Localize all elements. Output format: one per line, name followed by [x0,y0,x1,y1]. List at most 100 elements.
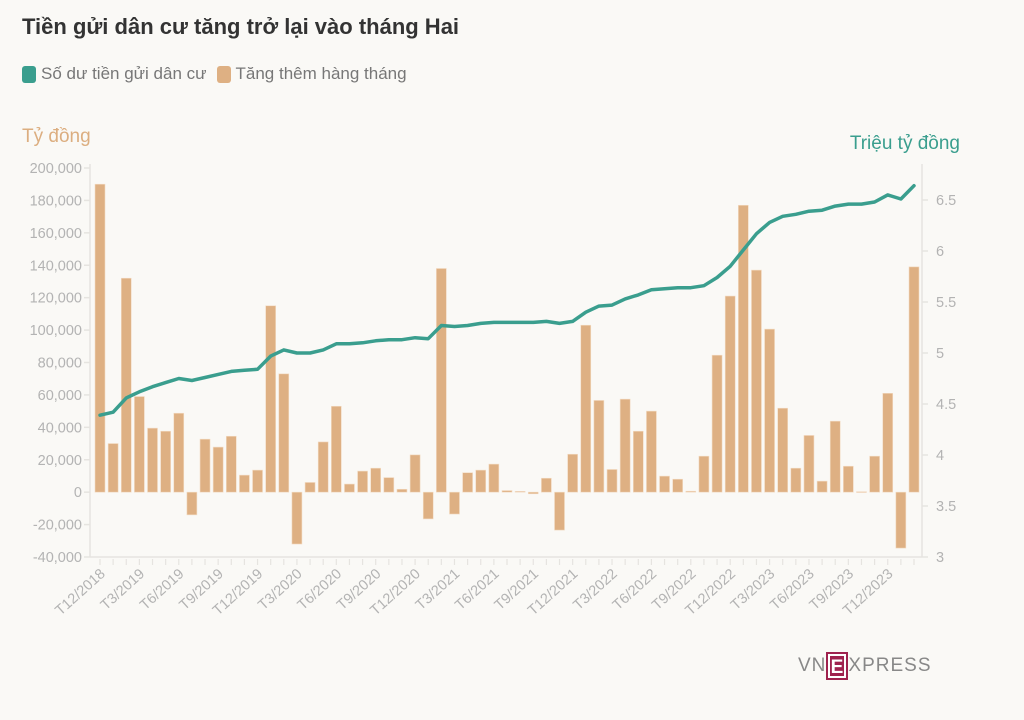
bar [895,491,907,549]
y-tick-label-left: 140,000 [30,258,82,274]
bar [422,491,434,520]
bar [199,438,211,493]
y-tick-label-left: 40,000 [38,420,82,436]
bar [383,477,395,493]
x-tick-label: T12/2018 [52,566,108,619]
bar [370,467,382,493]
bar [685,490,697,493]
bar [843,465,854,493]
chart-title: Tiền gửi dân cư tăng trở lại vào tháng H… [22,14,460,39]
bar [672,478,683,493]
logo-suffix: XPRESS [848,655,932,676]
bar [501,490,513,493]
bar [580,324,592,493]
bar [632,430,644,493]
vnexpress-logo: VN E XPRESS [798,653,932,679]
y-axis-left-label: Tỷ đồng [22,126,91,147]
bar [120,277,132,493]
bar [764,328,775,493]
bar [908,266,920,493]
bar [436,268,447,493]
bar [357,470,368,493]
legend-item-balance: Số dư tiền gửi dân cư [22,64,207,84]
line-series [98,183,916,417]
y-tick-label-right: 4 [936,448,944,464]
bar [541,477,552,493]
logo-prefix: VN [798,655,827,676]
bar [212,446,224,493]
bar [619,398,631,493]
bar [724,295,736,493]
legend-item-monthly-increase: Tăng thêm hàng tháng [216,64,407,84]
bar [462,472,473,493]
y-tick-label-right: 3 [936,550,944,566]
legend: Số dư tiền gửi dân cư Tăng thêm hàng thá… [22,64,417,84]
x-axis-labels: T12/2018T3/2019T6/2019T9/2019T12/2019T3/… [52,566,896,619]
bar [94,183,106,493]
bar [803,435,815,493]
y-tick-label-right: 4.5 [936,397,956,413]
bar [186,491,198,516]
y-tick-label-right: 3.5 [936,499,956,515]
bar [593,400,605,493]
axes: 200,000 180,000 160,000 140,000 120,000 100,0… [30,161,957,566]
bar [869,455,880,493]
bar [134,396,145,493]
y-tick-label-left: 0 [74,485,82,501]
logo-mark: E [827,653,848,679]
bar [331,405,342,493]
bar [265,305,276,493]
y-tick-label-right: 5.5 [936,295,956,311]
bar [790,467,802,493]
bar [829,420,841,493]
bar [646,410,657,493]
bar [856,491,867,493]
y-tick-label-right: 5 [936,346,944,362]
bar [173,412,185,493]
y-tick-label-left: 200,000 [30,161,82,177]
bar [160,430,171,493]
y-axis-right-label: Triệu tỷ đồng [849,133,960,154]
bar [738,204,749,493]
bar [816,480,828,493]
bar [882,392,894,493]
bar [659,475,670,493]
bar [527,491,539,495]
y-tick-label-left: 60,000 [38,388,82,404]
bar [475,469,487,493]
bar [147,427,158,493]
y-tick-label-left: 100,000 [30,323,82,339]
bar [514,491,526,493]
bar [606,469,618,493]
bar [225,435,237,493]
bar [252,469,263,493]
y-tick-label-left: -20,000 [33,518,82,534]
bar [777,407,789,493]
bar [304,482,316,493]
bar [239,474,250,493]
bar [396,488,408,493]
bar [751,269,762,493]
bar [317,441,329,493]
legend-label-balance: Số dư tiền gửi dân cư [41,64,207,83]
y-tick-label-right: 6.5 [936,193,956,209]
legend-swatch-monthly-increase [216,65,231,83]
bar [278,373,290,493]
bar [107,443,119,493]
y-tick-label-right: 6 [936,244,944,260]
bar [698,455,710,493]
y-tick-label-left: 180,000 [30,193,82,209]
y-tick-label-left: 160,000 [30,226,82,242]
y-tick-label-left: 80,000 [38,356,82,372]
y-tick-label-left: 20,000 [38,453,82,469]
bar [488,463,500,493]
bar [409,454,421,493]
legend-label-monthly-increase: Tăng thêm hàng tháng [235,64,407,83]
bar [554,491,565,531]
bar [449,491,460,515]
bar [567,453,578,493]
bar [711,354,723,493]
bar [291,491,303,545]
y-tick-label-left: 120,000 [30,291,82,307]
bars [94,183,920,549]
